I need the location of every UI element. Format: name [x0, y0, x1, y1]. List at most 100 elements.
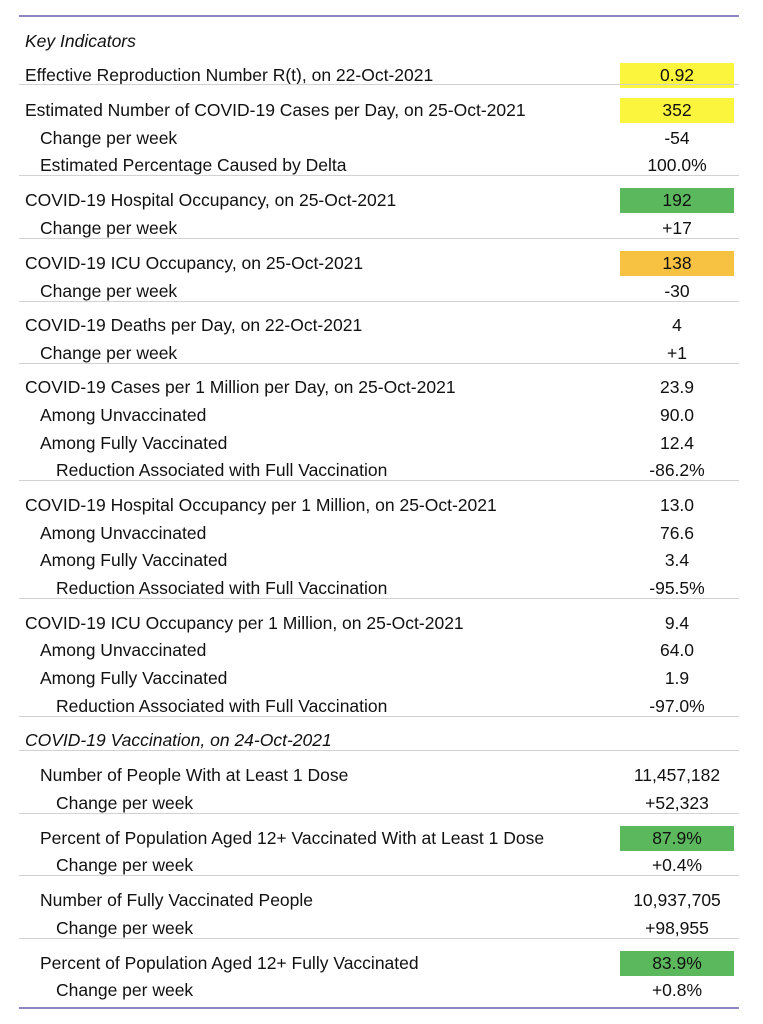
indicator-label: Change per week: [56, 918, 194, 938]
indicator-label: Change per week: [40, 281, 178, 301]
indicator-label: COVID-19 Cases per 1 Million per Day, on…: [25, 377, 456, 397]
indicator-label: Estimated Percentage Caused by Delta: [40, 155, 347, 175]
indicator-value: 90.0: [659, 405, 695, 425]
indicator-label: Change per week: [40, 343, 178, 363]
indicator-row: Reduction Associated with Full Vaccinati…: [19, 693, 739, 720]
highlighted-value-cell: 0.92: [620, 63, 734, 88]
indicator-row: Change per week -30: [19, 278, 739, 305]
indicator-row: COVID-19 Hospital Occupancy per 1 Millio…: [19, 492, 739, 519]
indicator-value: 3.4: [664, 550, 690, 570]
indicator-row: COVID-19 ICU Occupancy, on 25-Oct-2021 13…: [19, 250, 739, 277]
indicator-label: Reduction Associated with Full Vaccinati…: [56, 696, 388, 716]
indicator-value: +52,323: [645, 793, 709, 813]
indicator-row: Reduction Associated with Full Vaccinati…: [19, 457, 739, 484]
indicator-label: Reduction Associated with Full Vaccinati…: [56, 578, 388, 598]
row-separator: [19, 598, 739, 599]
section-heading: Key Indicators: [25, 31, 136, 51]
row-separator: [19, 301, 739, 302]
indicator-value: +17: [662, 218, 692, 238]
indicator-row: Estimated Number of COVID-19 Cases per D…: [19, 97, 739, 124]
indicator-label: Among Unvaccinated: [40, 523, 207, 543]
indicator-row: Among Unvaccinated 64.0: [19, 637, 739, 664]
indicator-value: 1.9: [664, 668, 690, 688]
indicator-row: COVID-19 Vaccination, on 24-Oct-2021: [19, 727, 739, 754]
indicator-row: Among Fully Vaccinated 3.4: [19, 547, 739, 574]
indicator-label: Percent of Population Aged 12+ Fully Vac…: [40, 953, 419, 973]
highlighted-value-cell: 192: [620, 188, 734, 213]
indicator-row: Among Fully Vaccinated 12.4: [19, 430, 739, 457]
indicator-label: Effective Reproduction Number R(t), on 2…: [25, 65, 434, 85]
row-separator: [19, 716, 739, 717]
row-separator: [19, 175, 739, 176]
indicator-label: COVID-19 Deaths per Day, on 22-Oct-2021: [25, 315, 363, 335]
indicator-label: Reduction Associated with Full Vaccinati…: [56, 460, 388, 480]
indicator-label: Change per week: [56, 980, 194, 1000]
indicator-row: COVID-19 Cases per 1 Million per Day, on…: [19, 374, 739, 401]
indicator-row: Key Indicators: [19, 28, 739, 55]
indicator-label: Change per week: [40, 128, 178, 148]
highlighted-value-cell: 83.9%: [620, 951, 734, 976]
indicator-row: COVID-19 ICU Occupancy per 1 Million, on…: [19, 610, 739, 637]
indicator-row: Percent of Population Aged 12+ Fully Vac…: [19, 950, 739, 977]
indicator-label: Among Unvaccinated: [40, 640, 207, 660]
indicator-label: Percent of Population Aged 12+ Vaccinate…: [40, 828, 545, 848]
indicator-value: 23.9: [659, 377, 695, 397]
indicator-row: Among Unvaccinated 90.0: [19, 402, 739, 429]
indicator-value: -30: [664, 281, 690, 301]
indicator-row: Change per week +1: [19, 340, 739, 367]
indicator-label: Among Fully Vaccinated: [40, 668, 228, 688]
indicator-label: Number of People With at Least 1 Dose: [40, 765, 349, 785]
indicator-label: COVID-19 ICU Occupancy, on 25-Oct-2021: [25, 253, 364, 273]
row-separator: [19, 750, 739, 751]
key-indicators-table: Key Indicators Effective Reproduction Num…: [19, 15, 739, 1009]
indicator-label: COVID-19 ICU Occupancy per 1 Million, on…: [25, 613, 464, 633]
indicator-label: Change per week: [56, 793, 194, 813]
indicator-row: Change per week -54: [19, 125, 739, 152]
row-separator: [19, 480, 739, 481]
row-separator: [19, 363, 739, 364]
indicator-label: COVID-19 Hospital Occupancy, on 25-Oct-2…: [25, 190, 397, 210]
indicator-value: 64.0: [659, 640, 695, 660]
indicator-value: 4: [672, 315, 682, 335]
indicator-value: 12.4: [659, 433, 695, 453]
indicator-value: 11,457,182: [633, 765, 721, 785]
indicator-row: Number of People With at Least 1 Dose 11,…: [19, 762, 739, 789]
indicator-row: Among Unvaccinated 76.6: [19, 520, 739, 547]
indicator-label: Among Fully Vaccinated: [40, 433, 228, 453]
indicator-value: -54: [664, 128, 690, 148]
indicator-label: Change per week: [56, 855, 194, 875]
row-separator: [19, 84, 739, 85]
indicator-value: 13.0: [659, 495, 695, 515]
indicator-value: +0.4%: [651, 855, 703, 875]
indicator-label: COVID-19 Hospital Occupancy per 1 Millio…: [25, 495, 497, 515]
indicator-row: Change per week +0.8%: [19, 977, 739, 1004]
indicator-value: -97.0%: [649, 696, 705, 716]
highlighted-value-cell: 138: [620, 251, 734, 276]
indicator-label: Estimated Number of COVID-19 Cases per D…: [25, 100, 526, 120]
indicator-row: Change per week +52,323: [19, 790, 739, 817]
row-separator: [19, 238, 739, 239]
indicator-row: COVID-19 Hospital Occupancy, on 25-Oct-2…: [19, 187, 739, 214]
row-separator: [19, 938, 739, 939]
indicator-value: 9.4: [664, 613, 690, 633]
highlighted-value-cell: 352: [620, 98, 734, 123]
indicator-row: Effective Reproduction Number R(t), on 2…: [19, 62, 739, 89]
indicator-value: +0.8%: [651, 980, 703, 1000]
row-separator: [19, 813, 739, 814]
indicator-value: +1: [667, 343, 687, 363]
indicator-row: Estimated Percentage Caused by Delta 100.…: [19, 152, 739, 179]
indicator-value: -95.5%: [649, 578, 705, 598]
indicator-row: Reduction Associated with Full Vaccinati…: [19, 575, 739, 602]
indicator-value: 100.0%: [647, 155, 707, 175]
section-heading: COVID-19 Vaccination, on 24-Oct-2021: [25, 730, 332, 750]
highlighted-value-cell: 87.9%: [620, 826, 734, 851]
indicator-label: Change per week: [40, 218, 178, 238]
indicator-value: -86.2%: [649, 460, 705, 480]
indicator-row: Change per week +0.4%: [19, 852, 739, 879]
indicator-row: Number of Fully Vaccinated People 10,937,…: [19, 887, 739, 914]
indicator-row: Among Fully Vaccinated 1.9: [19, 665, 739, 692]
indicator-value: 10,937,705: [633, 890, 721, 910]
indicator-row: Change per week +17: [19, 215, 739, 242]
indicator-row: Percent of Population Aged 12+ Vaccinate…: [19, 825, 739, 852]
indicator-label: Among Fully Vaccinated: [40, 550, 228, 570]
